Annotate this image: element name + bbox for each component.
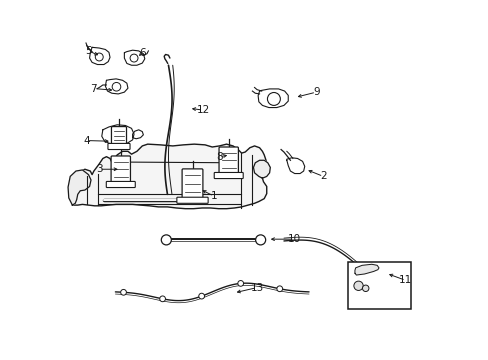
Polygon shape (68, 170, 91, 205)
Polygon shape (132, 130, 143, 139)
Polygon shape (354, 264, 378, 275)
Polygon shape (70, 144, 266, 209)
Text: 1: 1 (210, 191, 217, 201)
Bar (348, 262, 410, 309)
Text: 12: 12 (196, 105, 209, 115)
Circle shape (95, 53, 103, 61)
FancyBboxPatch shape (219, 147, 238, 174)
Text: 4: 4 (83, 136, 90, 145)
Text: 11: 11 (398, 275, 412, 285)
FancyBboxPatch shape (108, 143, 130, 149)
FancyBboxPatch shape (111, 156, 130, 183)
Polygon shape (89, 47, 110, 64)
Text: 10: 10 (287, 234, 301, 244)
Circle shape (161, 235, 171, 245)
Polygon shape (286, 158, 304, 174)
Text: 8: 8 (216, 152, 222, 162)
FancyBboxPatch shape (177, 197, 208, 203)
Text: 6: 6 (139, 48, 145, 58)
Polygon shape (102, 125, 134, 145)
Polygon shape (124, 50, 144, 65)
FancyBboxPatch shape (214, 172, 243, 179)
Circle shape (199, 293, 204, 299)
Circle shape (160, 296, 165, 302)
Circle shape (237, 280, 243, 286)
Text: 9: 9 (312, 87, 319, 97)
Circle shape (267, 93, 280, 105)
FancyBboxPatch shape (182, 169, 203, 198)
Circle shape (276, 286, 282, 292)
Text: 13: 13 (250, 283, 263, 293)
Text: 7: 7 (90, 84, 97, 94)
Text: 3: 3 (96, 164, 102, 174)
Circle shape (362, 285, 368, 292)
Circle shape (112, 82, 121, 91)
Circle shape (255, 235, 265, 245)
Polygon shape (105, 79, 128, 94)
Polygon shape (253, 160, 270, 178)
Polygon shape (258, 89, 287, 108)
Circle shape (121, 289, 126, 295)
Text: 2: 2 (320, 171, 326, 181)
Circle shape (130, 54, 138, 62)
FancyBboxPatch shape (111, 127, 126, 144)
FancyBboxPatch shape (106, 181, 135, 188)
Circle shape (353, 281, 363, 291)
Text: 5: 5 (85, 46, 92, 56)
